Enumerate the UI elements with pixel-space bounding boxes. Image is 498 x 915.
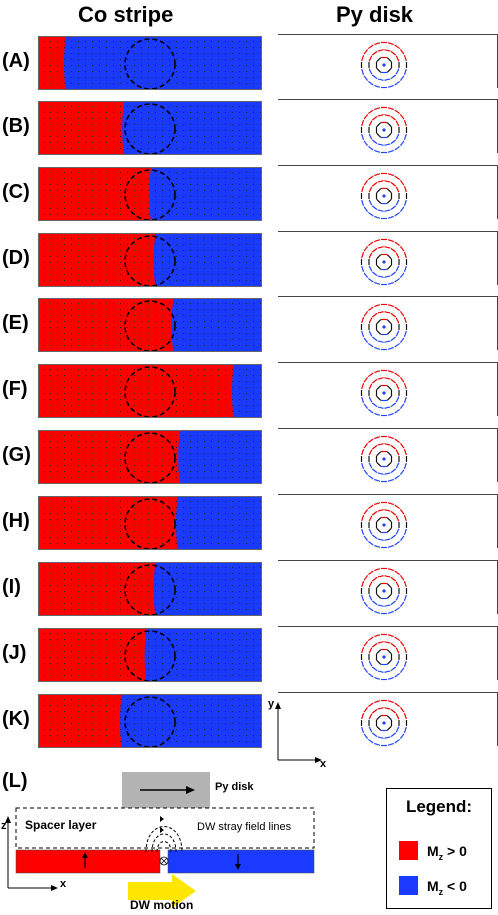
dw-motion-label: DW motion (130, 898, 194, 912)
co-stripe-panel (38, 430, 262, 484)
stray-field-label: DW stray field lines (197, 821, 292, 833)
py-disk-label: Py disk (215, 781, 254, 793)
co-stripe-panel (38, 36, 262, 90)
axis-y-label: y (268, 698, 275, 710)
disk-outline (124, 432, 176, 483)
disk-outline (124, 169, 176, 220)
py-disk-panel (278, 494, 498, 549)
axis-x-label: x (320, 758, 327, 770)
row-label: (E) (2, 312, 29, 334)
row-label: (A) (2, 50, 30, 72)
co-stripe-panel (38, 694, 262, 748)
positive-domain (39, 431, 181, 483)
label-L: (L) (2, 770, 28, 792)
header-co-stripe: Co stripe (78, 2, 174, 27)
row-label: (J) (2, 642, 27, 664)
co-stripe-panel (38, 101, 262, 155)
row-label: (I) (2, 576, 21, 598)
co-stripe-panel (38, 628, 262, 682)
legend-title: Legend: (405, 797, 473, 816)
positive-domain (39, 102, 125, 154)
legend-text-negative: Mz < 0 (427, 878, 467, 897)
disk-outline (124, 103, 176, 154)
legend-box: Legend: Mz > 0 Mz < 0 (386, 788, 492, 909)
disk-outline (124, 366, 176, 417)
positive-domain (39, 168, 151, 220)
disk-outline (124, 630, 176, 681)
row-label: (H) (2, 510, 30, 532)
positive-domain (39, 629, 147, 681)
spacer-layer-label: Spacer layer (25, 818, 97, 832)
positive-domain (39, 234, 156, 286)
xy-axes (275, 702, 322, 763)
positive-domain (39, 695, 122, 747)
negative-domain (39, 37, 261, 89)
axis-z-label: z (1, 820, 7, 832)
py-disk-panel (278, 34, 498, 89)
disk-outline (124, 498, 176, 549)
legend-text-positive: Mz > 0 (427, 843, 467, 862)
py-disk-panel (278, 231, 498, 286)
row-label: (F) (2, 378, 28, 400)
disk-outline (124, 38, 176, 89)
positive-domain (39, 37, 66, 89)
py-disk-panel (278, 99, 498, 154)
header-py-disk: Py disk (336, 2, 414, 27)
co-stripe-panel (38, 562, 262, 616)
row-label: (C) (2, 181, 30, 203)
positive-domain (39, 299, 174, 351)
py-disk-panel (278, 626, 498, 681)
py-disk-panel (278, 362, 498, 417)
co-stripe-panel (38, 167, 262, 221)
co-stripe-panel (38, 233, 262, 287)
row-label: (D) (2, 247, 30, 269)
row-label: (G) (2, 444, 31, 466)
co-stripe-panel (38, 364, 262, 418)
py-disk-panel (278, 560, 498, 615)
py-disk-panel (278, 296, 498, 351)
axis-x-label-L: x (60, 878, 67, 890)
disk-outline (124, 696, 176, 747)
row-label: (B) (2, 115, 30, 137)
row-label: (K) (2, 708, 30, 730)
co-stripe-panel (38, 298, 262, 352)
disk-outline (124, 235, 176, 286)
positive-domain (39, 497, 178, 549)
legend-swatch-negative (399, 876, 418, 895)
py-disk-panel (278, 165, 498, 220)
co-stripe-panel (38, 496, 262, 550)
legend-swatch-positive (399, 841, 418, 860)
panel-L-diagram (5, 772, 315, 908)
disk-outline (124, 564, 176, 615)
positive-domain (39, 365, 234, 417)
disk-outline (124, 300, 176, 351)
positive-domain (39, 563, 156, 615)
py-disk-panel (278, 428, 498, 483)
